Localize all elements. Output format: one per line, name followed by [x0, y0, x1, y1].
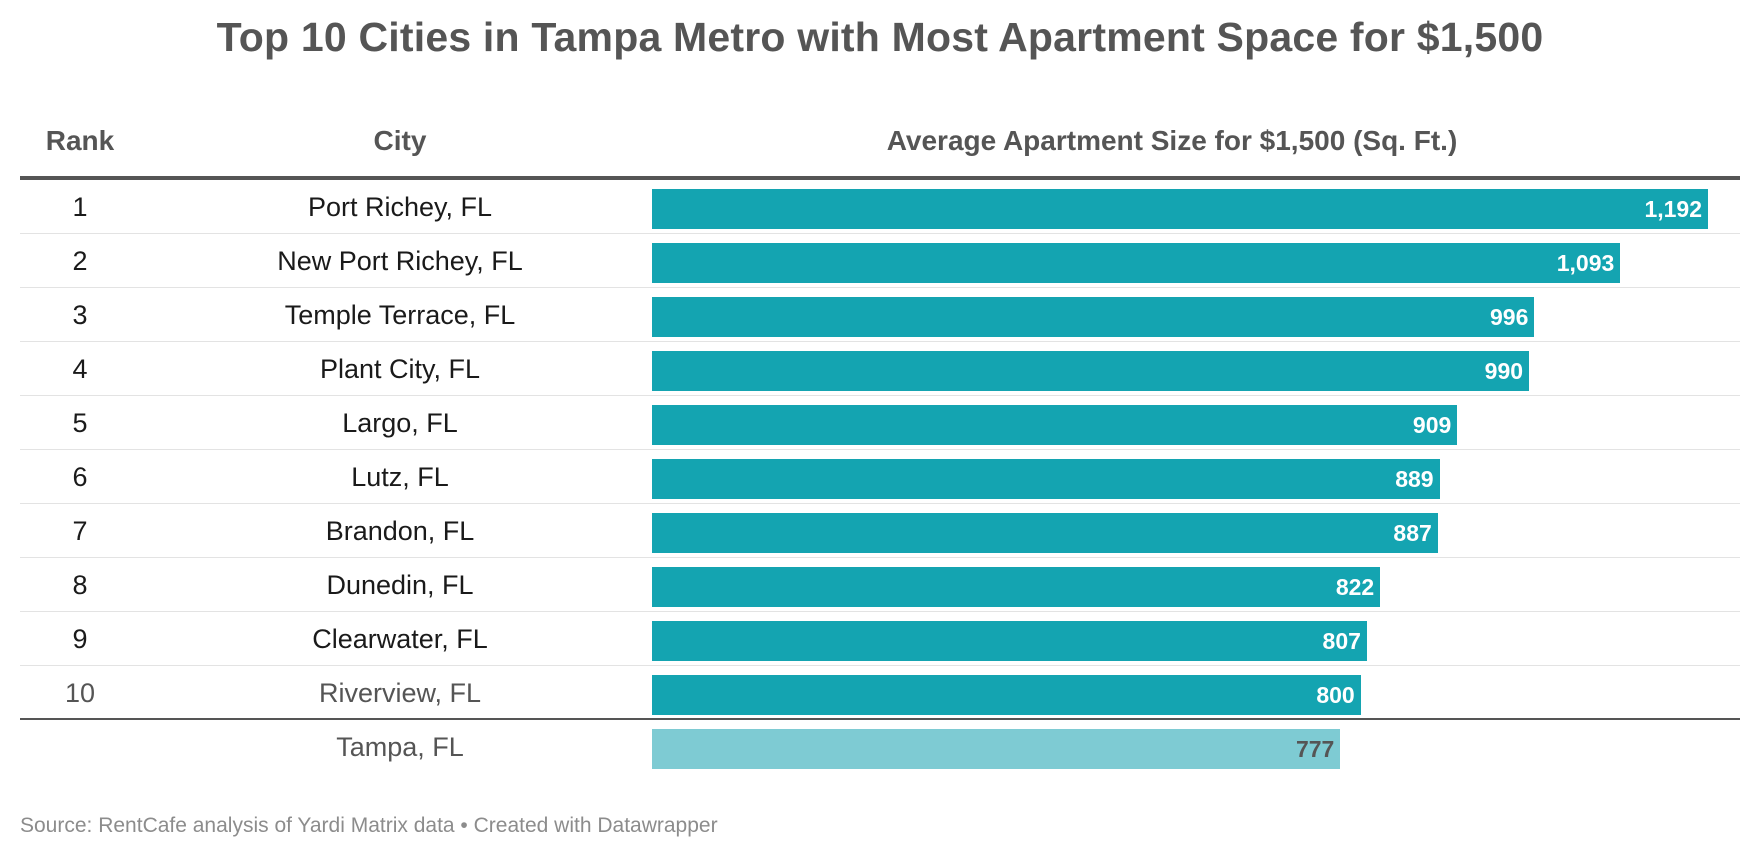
bar: 807 [652, 621, 1367, 661]
row-divider [20, 341, 1740, 342]
header-divider [20, 176, 1740, 180]
table-row: 2 New Port Richey, FL 1,093 [20, 234, 1740, 288]
rank-cell: 1 [72, 192, 88, 222]
rank-cell: 4 [72, 354, 88, 384]
rank-cell: 8 [72, 570, 88, 600]
rank-cell: 6 [72, 462, 88, 492]
bar-value-label: 777 [1295, 736, 1335, 762]
source-note: Source: RentCafe analysis of Yardi Matri… [20, 814, 718, 837]
bar-value-label: 889 [1395, 466, 1434, 492]
table-row: 10 Riverview, FL 800 [20, 666, 1740, 720]
bar: 800 [652, 675, 1361, 715]
city-cell: Dunedin, FL [326, 570, 474, 600]
rank-cell [20, 720, 140, 774]
row-divider [20, 611, 1740, 612]
row-divider [20, 233, 1740, 234]
row-divider [20, 287, 1740, 288]
bar-value-label: 822 [1335, 574, 1375, 600]
bar: 889 [652, 459, 1440, 499]
table-row: 9 Clearwater, FL 807 [20, 612, 1740, 666]
city-cell: Lutz, FL [351, 462, 449, 492]
bar-value-label: 807 [1322, 628, 1361, 654]
column-header-city: City [373, 125, 427, 156]
rank-cell: 3 [72, 300, 88, 330]
city-cell: New Port Richey, FL [277, 246, 523, 276]
bar-value-label: 909 [1412, 412, 1452, 438]
bar: 990 [652, 351, 1530, 391]
reference-row: Tampa, FL 777 [20, 720, 1740, 774]
bar: 996 [652, 297, 1535, 337]
bar: 909 [652, 405, 1458, 445]
bar-value-label: 1,093 [1556, 250, 1615, 276]
bar-value-label: 800 [1316, 682, 1355, 708]
reference-divider [20, 718, 1740, 720]
city-cell: Largo, FL [342, 408, 458, 438]
column-header-rank: Rank [45, 125, 115, 156]
rank-cell: 9 [72, 624, 88, 654]
row-divider [20, 665, 1740, 666]
row-divider [20, 557, 1740, 558]
table-row: 8 Dunedin, FL 822 [20, 558, 1740, 612]
rank-cell: 10 [64, 678, 96, 708]
city-cell: Temple Terrace, FL [284, 300, 516, 330]
bar: 1,093 [652, 243, 1621, 283]
city-cell: Plant City, FL [319, 354, 481, 384]
bar-value-label: 1,192 [1644, 196, 1702, 222]
table-row: 5 Largo, FL 909 [20, 396, 1740, 450]
bar-value-label: 887 [1393, 520, 1432, 546]
city-cell: Tampa, FL [336, 732, 464, 762]
city-cell: Brandon, FL [325, 516, 475, 546]
rank-cell: 7 [72, 516, 88, 546]
table-row: 7 Brandon, FL 887 [20, 504, 1740, 558]
city-cell: Clearwater, FL [312, 624, 488, 654]
bar: 1,192 [652, 189, 1708, 229]
row-divider [20, 449, 1740, 450]
bar: 887 [652, 513, 1438, 553]
chart-title: Top 10 Cities in Tampa Metro with Most A… [216, 14, 1544, 60]
city-cell: Riverview, FL [318, 678, 482, 708]
reference-bar: 777 [652, 729, 1341, 769]
row-divider [20, 395, 1740, 396]
rank-cell: 2 [72, 246, 88, 276]
row-divider [20, 503, 1740, 504]
bar-value-label: 996 [1489, 304, 1529, 330]
table-row: 3 Temple Terrace, FL 996 [20, 288, 1740, 342]
bar-value-label: 990 [1484, 358, 1524, 384]
table-row: 4 Plant City, FL 990 [20, 342, 1740, 396]
city-cell: Port Richey, FL [307, 192, 493, 222]
bar: 822 [652, 567, 1381, 607]
column-header-size: Average Apartment Size for $1,500 (Sq. F… [886, 125, 1458, 156]
rank-cell: 5 [72, 408, 88, 438]
table-row: 1 Port Richey, FL 1,192 [20, 180, 1740, 234]
table-row: 6 Lutz, FL 889 [20, 450, 1740, 504]
